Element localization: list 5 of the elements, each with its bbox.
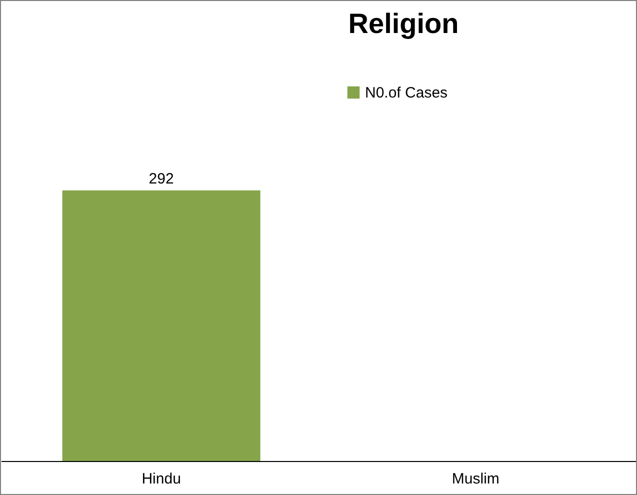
chart-title: Religion [348,8,459,39]
data-label: 292 [148,170,174,188]
x-tick-label: Muslim [452,470,500,488]
x-tick-label: Hindu [142,470,181,488]
legend-label: N0.of Cases [365,84,448,102]
